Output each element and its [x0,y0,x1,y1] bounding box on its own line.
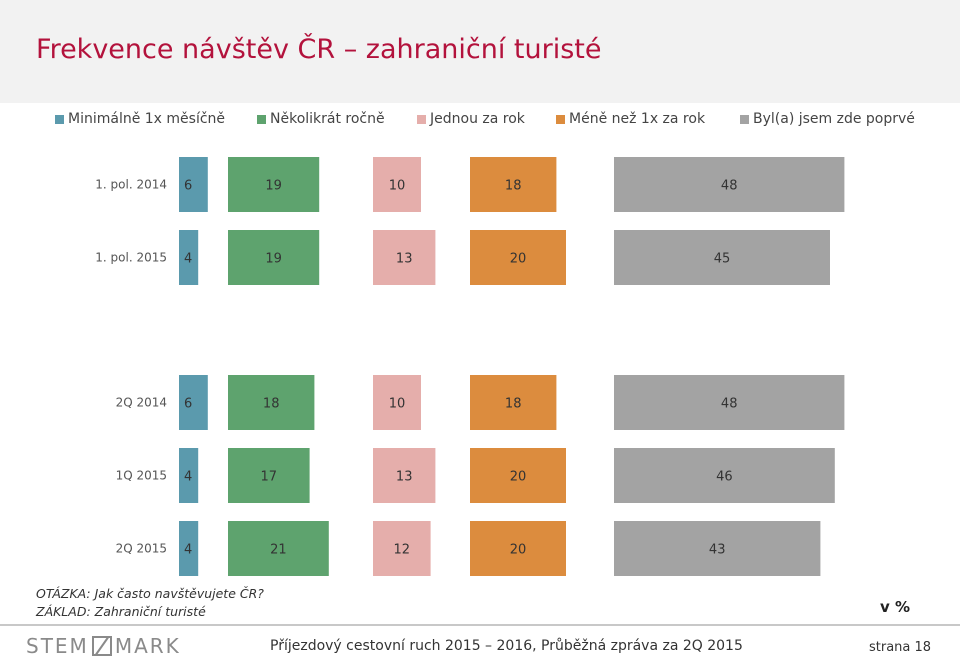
bar [614,448,835,503]
data-label: 12 [394,543,411,558]
data-label: 48 [721,397,738,412]
footer-divider [0,624,960,626]
bar [373,448,436,503]
unit-label: v % [880,598,911,616]
legend-label: Několikrát ročně [270,111,385,127]
bar [614,375,845,430]
legend-item-once-yearly: Jednou za rok [417,111,525,127]
legend-item-monthly: Minimálně 1x měsíčně [55,111,225,127]
bar [373,230,436,285]
data-label: 46 [716,470,733,485]
data-label: 13 [396,252,413,267]
data-label: 4 [184,543,192,558]
bar [470,375,557,430]
bar [228,448,310,503]
data-label: 6 [184,179,192,194]
bar [228,230,320,285]
bar [373,157,421,212]
footer-report-title: Příjezdový cestovní ruch 2015 – 2016, Pr… [270,638,743,654]
category-label: 1. pol. 2015 [95,251,167,265]
bar [470,448,566,503]
logo-slash-icon [91,636,112,656]
bar [614,230,830,285]
legend-swatch [417,114,426,124]
bar-chart: 1. pol. 2014 6 19 10 18 48 1. pol. 2015 4 19 13 20… [95,157,845,576]
category-label: 1. pol. 2014 [95,178,167,192]
category-label: 2Q 2014 [116,396,167,410]
bar [228,157,320,212]
data-label: 18 [505,179,522,194]
legend-swatch [740,114,749,124]
legend-item-first-visit: Byl(a) jsem zde poprvé [740,111,915,127]
bar [179,521,199,576]
data-label: 17 [261,470,278,485]
bar [470,521,566,576]
category-label: 2Q 2015 [116,542,167,556]
bar [179,157,208,212]
data-label: 10 [389,397,406,412]
data-label: 45 [714,252,731,267]
data-label: 21 [270,543,287,558]
question-note: OTÁZKA: Jak často navštěvujete ČR? [36,586,264,601]
data-label: 18 [505,397,522,412]
bar [614,521,821,576]
base-note: ZÁKLAD: Zahraniční turisté [36,604,206,619]
category-label: 1Q 2015 [116,469,167,483]
data-label: 19 [265,252,282,267]
bar [228,521,329,576]
bar [373,375,421,430]
bar [179,230,199,285]
bar [470,230,566,285]
data-label: 4 [184,470,192,485]
page-number: strana 18 [869,640,932,655]
data-label: 43 [709,543,726,558]
legend-label: Jednou za rok [430,111,525,127]
data-label: 13 [396,470,413,485]
title-band [0,0,960,103]
bar [179,448,199,503]
data-label: 48 [721,179,738,194]
legend-label: Minimálně 1x měsíčně [68,111,226,127]
page-title: Frekvence návštěv ČR – zahraniční turist… [36,34,602,65]
legend-item-less-than-yearly: Méně než 1x za rok [556,111,705,127]
data-label: 20 [510,470,527,485]
logo-text-left: STEM [26,634,89,658]
data-label: 10 [389,179,406,194]
legend-item-several-yearly: Několikrát ročně [257,111,385,127]
legend-label: Byl(a) jsem zde poprvé [753,111,915,127]
legend: Minimálně 1x měsíčně Několikrát ročně Je… [0,111,960,135]
bar [228,375,315,430]
stem-mark-logo: STEM MARK [26,634,181,658]
legend-swatch [556,114,565,124]
data-label: 4 [184,252,192,267]
bar [614,157,845,212]
legend-swatch [55,114,64,124]
legend-label: Méně než 1x za rok [569,111,706,127]
bar [373,521,431,576]
data-label: 20 [510,543,527,558]
data-label: 19 [265,179,282,194]
bar [179,375,208,430]
bar [470,157,557,212]
data-label: 6 [184,397,192,412]
logo-text-right: MARK [114,634,181,658]
legend-swatch [257,114,266,124]
data-label: 18 [263,397,280,412]
data-label: 20 [510,252,527,267]
